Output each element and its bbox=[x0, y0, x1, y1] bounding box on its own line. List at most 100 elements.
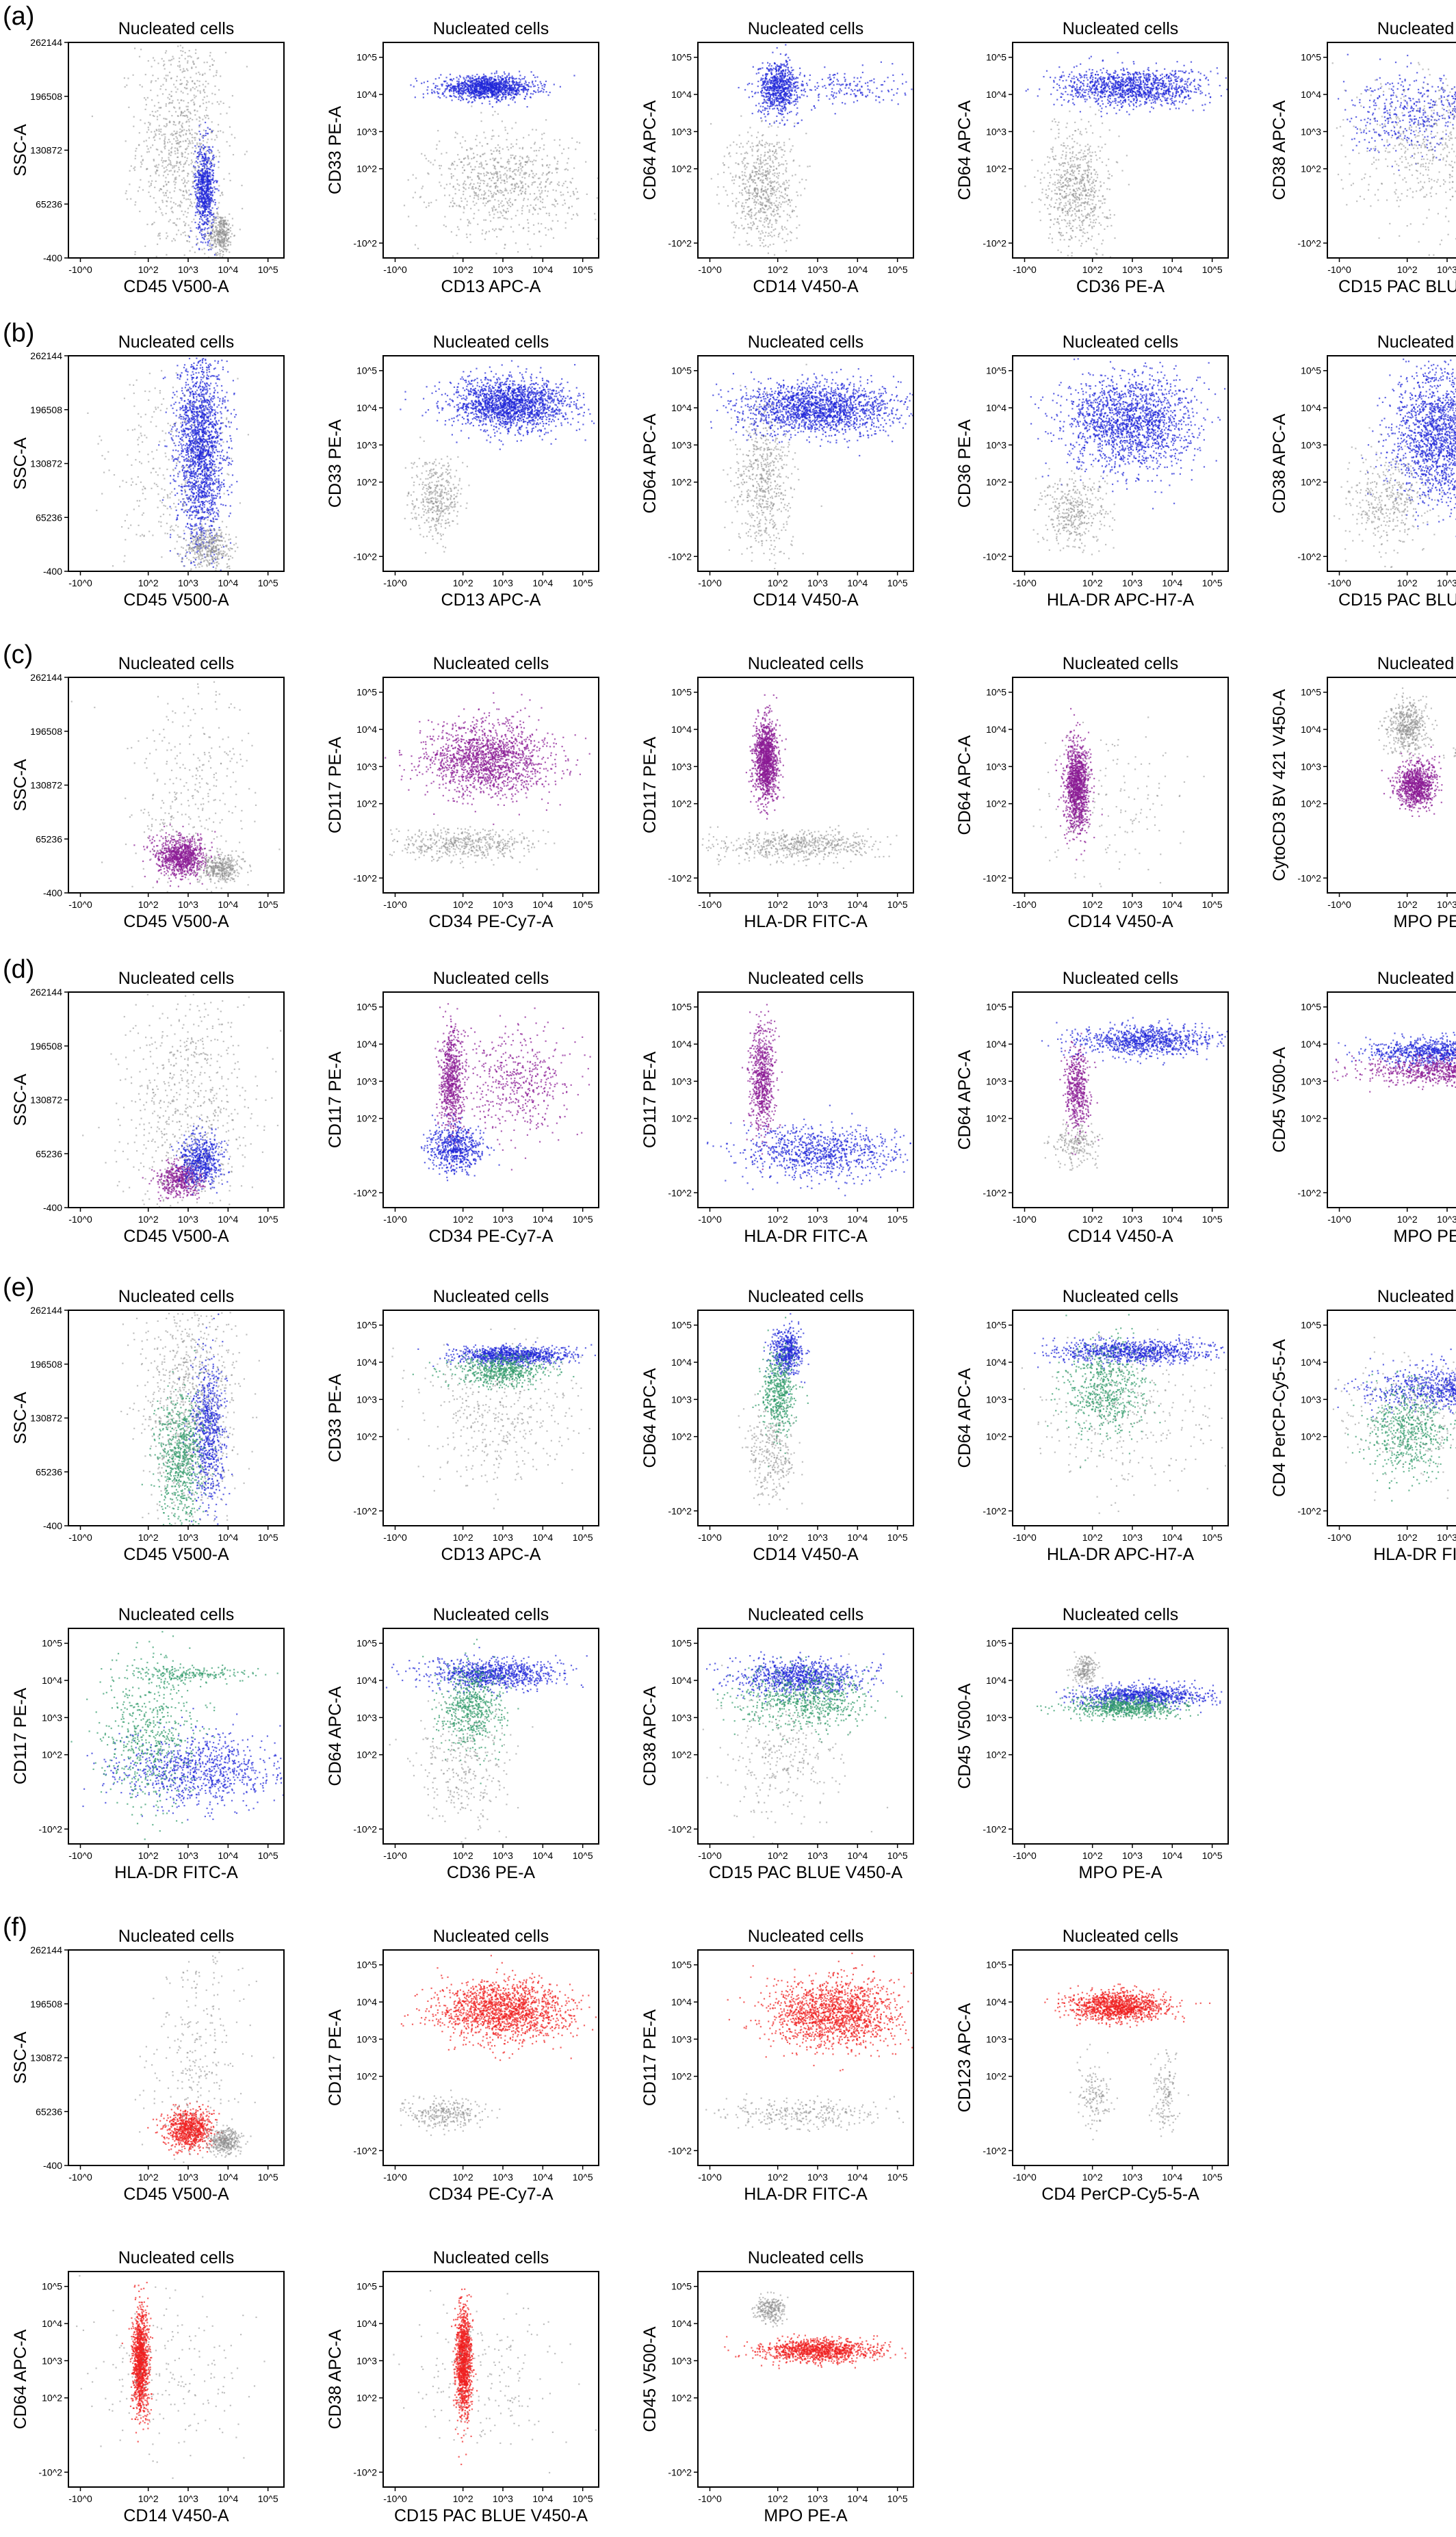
x-tick-label: -10^0 bbox=[68, 1850, 92, 1861]
x-tick-label: 10^4 bbox=[532, 899, 553, 910]
population-blue bbox=[1041, 1017, 1228, 1066]
plot-frame bbox=[1013, 42, 1228, 258]
y-tick-label: 262144 bbox=[30, 987, 62, 998]
x-tick-label: -10^0 bbox=[1327, 899, 1351, 910]
x-tick-label: 10^4 bbox=[532, 2172, 553, 2183]
x-tick-label: 10^4 bbox=[532, 2493, 553, 2504]
y-tick-label: 10^5 bbox=[356, 2281, 377, 2292]
x-axis-label: CD15 PAC BLUE V450-A bbox=[709, 1863, 902, 1882]
population-purple bbox=[133, 824, 220, 887]
x-tick-label: 10^4 bbox=[218, 1532, 238, 1543]
population-gray bbox=[1334, 427, 1442, 568]
y-tick-label: -10^2 bbox=[983, 1187, 1006, 1198]
y-tick-label: 10^2 bbox=[356, 2071, 377, 2082]
x-axis-label: CD14 V450-A bbox=[753, 1545, 859, 1564]
y-tick-label: 10^4 bbox=[42, 1675, 62, 1686]
x-tick-label: 10^5 bbox=[1202, 264, 1223, 275]
population-purple bbox=[746, 694, 787, 820]
y-axis-label: CD38 APC-A bbox=[1270, 413, 1289, 513]
y-axis-label: CD33 PE-A bbox=[326, 1374, 345, 1463]
data-points bbox=[76, 2275, 265, 2479]
plot-title: Nucleated cells bbox=[118, 19, 235, 38]
population-gray bbox=[404, 105, 599, 257]
y-tick-label: 10^4 bbox=[356, 724, 377, 735]
x-axis-label: HLA-DR FITC-A bbox=[744, 2185, 868, 2204]
scatter-plot: Nucleated cells-10^0 10^2 10^3 10^4 10^52621… bbox=[11, 1287, 284, 1564]
x-tick-label: 10^3 bbox=[493, 2172, 513, 2183]
y-tick-label: 10^5 bbox=[1301, 1002, 1321, 1013]
x-tick-label: 10^4 bbox=[1162, 1532, 1182, 1543]
y-tick-label: 10^4 bbox=[671, 402, 692, 413]
y-tick-label: 10^4 bbox=[1301, 724, 1321, 735]
population-gray bbox=[1024, 94, 1130, 258]
x-tick-label: 10^4 bbox=[1162, 1850, 1182, 1861]
population-blue bbox=[1338, 54, 1456, 171]
population-blue bbox=[1336, 1349, 1456, 1422]
x-tick-label: 10^3 bbox=[493, 1532, 513, 1543]
y-tick-label: 10^2 bbox=[671, 2071, 692, 2082]
y-tick-label: 130872 bbox=[30, 1095, 62, 1106]
y-tick-label: 10^4 bbox=[671, 89, 692, 100]
y-tick-label: 10^2 bbox=[986, 2071, 1006, 2082]
y-tick-label: 10^3 bbox=[986, 1076, 1006, 1087]
x-tick-label: 10^3 bbox=[178, 264, 198, 275]
y-axis-label: CD123 APC-A bbox=[955, 2003, 974, 2112]
y-tick-label: -10^2 bbox=[1297, 1187, 1321, 1198]
y-tick-label: 10^5 bbox=[671, 1002, 692, 1013]
x-tick-label: 10^3 bbox=[807, 2493, 828, 2504]
plot-title: Nucleated cells bbox=[1063, 1927, 1179, 1946]
x-tick-label: 10^2 bbox=[768, 1214, 788, 1225]
x-tick-label: 10^5 bbox=[573, 2172, 593, 2183]
x-tick-label: 10^2 bbox=[768, 1532, 788, 1543]
data-points bbox=[1022, 1314, 1227, 1514]
x-tick-label: -10^0 bbox=[1013, 264, 1037, 275]
population-purple bbox=[742, 1004, 783, 1170]
plot-frame bbox=[698, 42, 913, 258]
y-tick-label: -10^2 bbox=[983, 237, 1006, 248]
y-tick-label: 10^2 bbox=[1301, 164, 1321, 174]
y-tick-label: 10^2 bbox=[1301, 1113, 1321, 1124]
y-axis-label: CD64 APC-A bbox=[955, 1050, 974, 1149]
x-tick-label: -10^0 bbox=[698, 1214, 722, 1225]
y-tick-label: 10^3 bbox=[671, 1712, 692, 1723]
plot-frame bbox=[1327, 42, 1456, 258]
x-axis-label: CD14 V450-A bbox=[1067, 1227, 1173, 1246]
y-tick-label: 10^3 bbox=[986, 2033, 1006, 2044]
y-axis-label: CD38 APC-A bbox=[326, 2329, 345, 2429]
data-points bbox=[92, 44, 248, 258]
plot-frame bbox=[383, 992, 599, 1208]
y-tick-label: 10^4 bbox=[1301, 402, 1321, 413]
panel-tags: (a)(b)(c)(d)(e)(f) bbox=[3, 2, 34, 1942]
population-gray bbox=[71, 681, 281, 893]
y-tick-label: 10^2 bbox=[986, 1113, 1006, 1124]
x-tick-label: 10^3 bbox=[807, 1532, 828, 1543]
data-points bbox=[120, 1312, 260, 1526]
data-points bbox=[1037, 1652, 1222, 1722]
y-tick-label: -10^2 bbox=[668, 872, 692, 883]
y-axis-label: CD4 PerCP-Cy5-5-A bbox=[1270, 1339, 1289, 1497]
scatter-plot: Nucleated cells-10^0 10^2 10^3 10^4 10^52621… bbox=[11, 333, 284, 610]
x-tick-label: -10^0 bbox=[1013, 1850, 1037, 1861]
scatter-plot: Nucleated cells-10^010^210^310^410^510^5… bbox=[1270, 1287, 1456, 1564]
x-tick-label: 10^3 bbox=[1437, 264, 1456, 275]
x-tick-label: -10^0 bbox=[698, 2172, 722, 2183]
y-tick-label: 10^4 bbox=[356, 1039, 377, 1050]
y-tick-label: 10^5 bbox=[671, 365, 692, 376]
panel-tag: (e) bbox=[3, 1273, 34, 1302]
y-tick-label: 10^2 bbox=[671, 2393, 692, 2404]
y-tick-label: 10^3 bbox=[1301, 1076, 1321, 1087]
x-tick-label: 10^3 bbox=[178, 1850, 198, 1861]
x-axis-label: CD13 APC-A bbox=[441, 277, 541, 296]
y-tick-label: -10^2 bbox=[353, 2467, 377, 2477]
x-axis-label: CD45 V500-A bbox=[123, 2185, 229, 2204]
x-tick-label: 10^4 bbox=[847, 899, 868, 910]
x-tick-label: 10^2 bbox=[1397, 899, 1418, 910]
population-gray bbox=[1033, 466, 1116, 556]
y-axis-label: CD64 APC-A bbox=[326, 1686, 345, 1786]
